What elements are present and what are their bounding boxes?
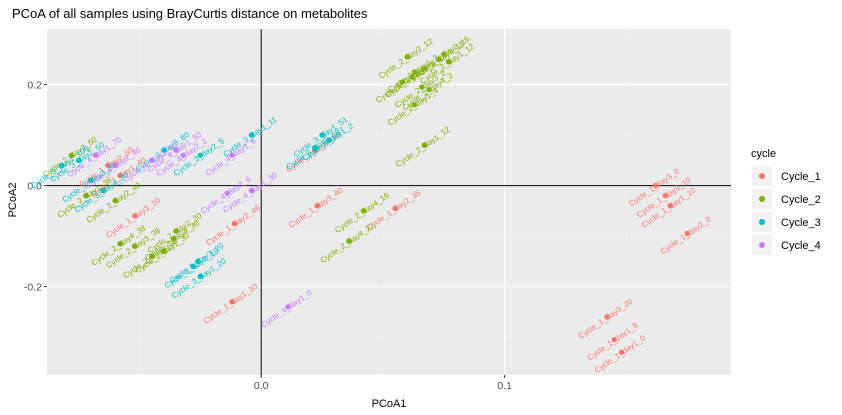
legend-key-dot: [759, 196, 765, 202]
data-point: [312, 145, 318, 151]
data-point: [399, 79, 406, 85]
plot-panel: [47, 29, 731, 375]
data-point: [197, 152, 204, 158]
data-point: [148, 253, 155, 259]
y-axis-title: PCoA2: [7, 183, 19, 218]
data-point: [131, 243, 138, 249]
data-point: [229, 299, 235, 305]
x-tick-label: 0.1: [497, 380, 512, 392]
data-point: [392, 205, 398, 212]
y-tick-label: -0.2: [24, 282, 42, 294]
data-point: [161, 248, 167, 254]
data-point: [445, 59, 452, 65]
data-point: [404, 54, 410, 60]
data-point: [117, 172, 123, 179]
data-point: [197, 273, 204, 280]
data-point: [409, 74, 415, 80]
legend-key-dot: [759, 242, 765, 248]
data-point: [180, 152, 187, 158]
data-point: [173, 228, 179, 234]
y-axis-ticks: -0.2 0.0 0.2: [24, 80, 47, 294]
y-tick-label: 0.0: [27, 181, 42, 193]
legend-key-dot: [759, 219, 765, 225]
x-axis-ticks: 0.0 0.1: [254, 375, 512, 392]
chart-title: PCoA of all samples using BrayCurtis dis…: [12, 6, 368, 21]
data-point: [190, 263, 196, 270]
data-point: [611, 336, 617, 343]
data-point: [112, 162, 118, 169]
x-tick-label: 0.0: [254, 380, 269, 392]
data-point: [117, 240, 123, 247]
data-point: [105, 162, 111, 169]
data-point: [426, 86, 432, 93]
data-point: [618, 349, 625, 355]
data-point: [100, 187, 106, 194]
legend-label: Cycle_1: [781, 171, 821, 183]
data-point: [346, 238, 352, 244]
legend-title: cycle: [751, 148, 776, 160]
data-point: [248, 132, 255, 138]
data-point: [652, 182, 659, 189]
data-point: [319, 132, 325, 138]
data-point: [131, 213, 138, 219]
legend: cycle Cycle_1 Cycle_2 Cycle_3 Cycle_4: [751, 148, 821, 255]
y-tick-label: 0.2: [27, 80, 42, 92]
plot-background: [47, 29, 731, 375]
data-point: [684, 230, 690, 237]
data-point: [224, 190, 230, 196]
data-point: [195, 258, 201, 265]
data-point: [419, 84, 425, 90]
data-point: [161, 147, 167, 153]
legend-key-dot: [759, 173, 765, 179]
data-point: [248, 187, 255, 194]
data-point: [326, 137, 333, 143]
data-point: [360, 208, 367, 214]
data-point: [229, 152, 235, 158]
data-point: [411, 102, 418, 108]
x-axis-title: PCoA1: [372, 398, 407, 410]
data-point: [170, 235, 177, 242]
data-point: [662, 192, 668, 199]
data-point: [441, 51, 447, 57]
data-point: [314, 203, 320, 209]
data-point: [411, 69, 418, 75]
data-point: [421, 142, 427, 148]
legend-label: Cycle_3: [781, 217, 821, 229]
data-point: [75, 157, 82, 164]
data-point: [604, 314, 610, 320]
legend-label: Cycle_4: [781, 240, 821, 252]
data-point: [88, 177, 94, 184]
data-point: [68, 152, 75, 158]
data-point: [83, 192, 89, 199]
data-point: [231, 220, 238, 227]
data-point: [667, 203, 673, 209]
data-point: [112, 198, 118, 204]
data-point: [173, 147, 179, 153]
data-point: [92, 152, 99, 158]
legend-label: Cycle_2: [781, 194, 821, 206]
data-point: [148, 157, 155, 164]
data-point: [436, 56, 442, 63]
data-point: [58, 162, 65, 169]
data-point: [285, 304, 291, 310]
